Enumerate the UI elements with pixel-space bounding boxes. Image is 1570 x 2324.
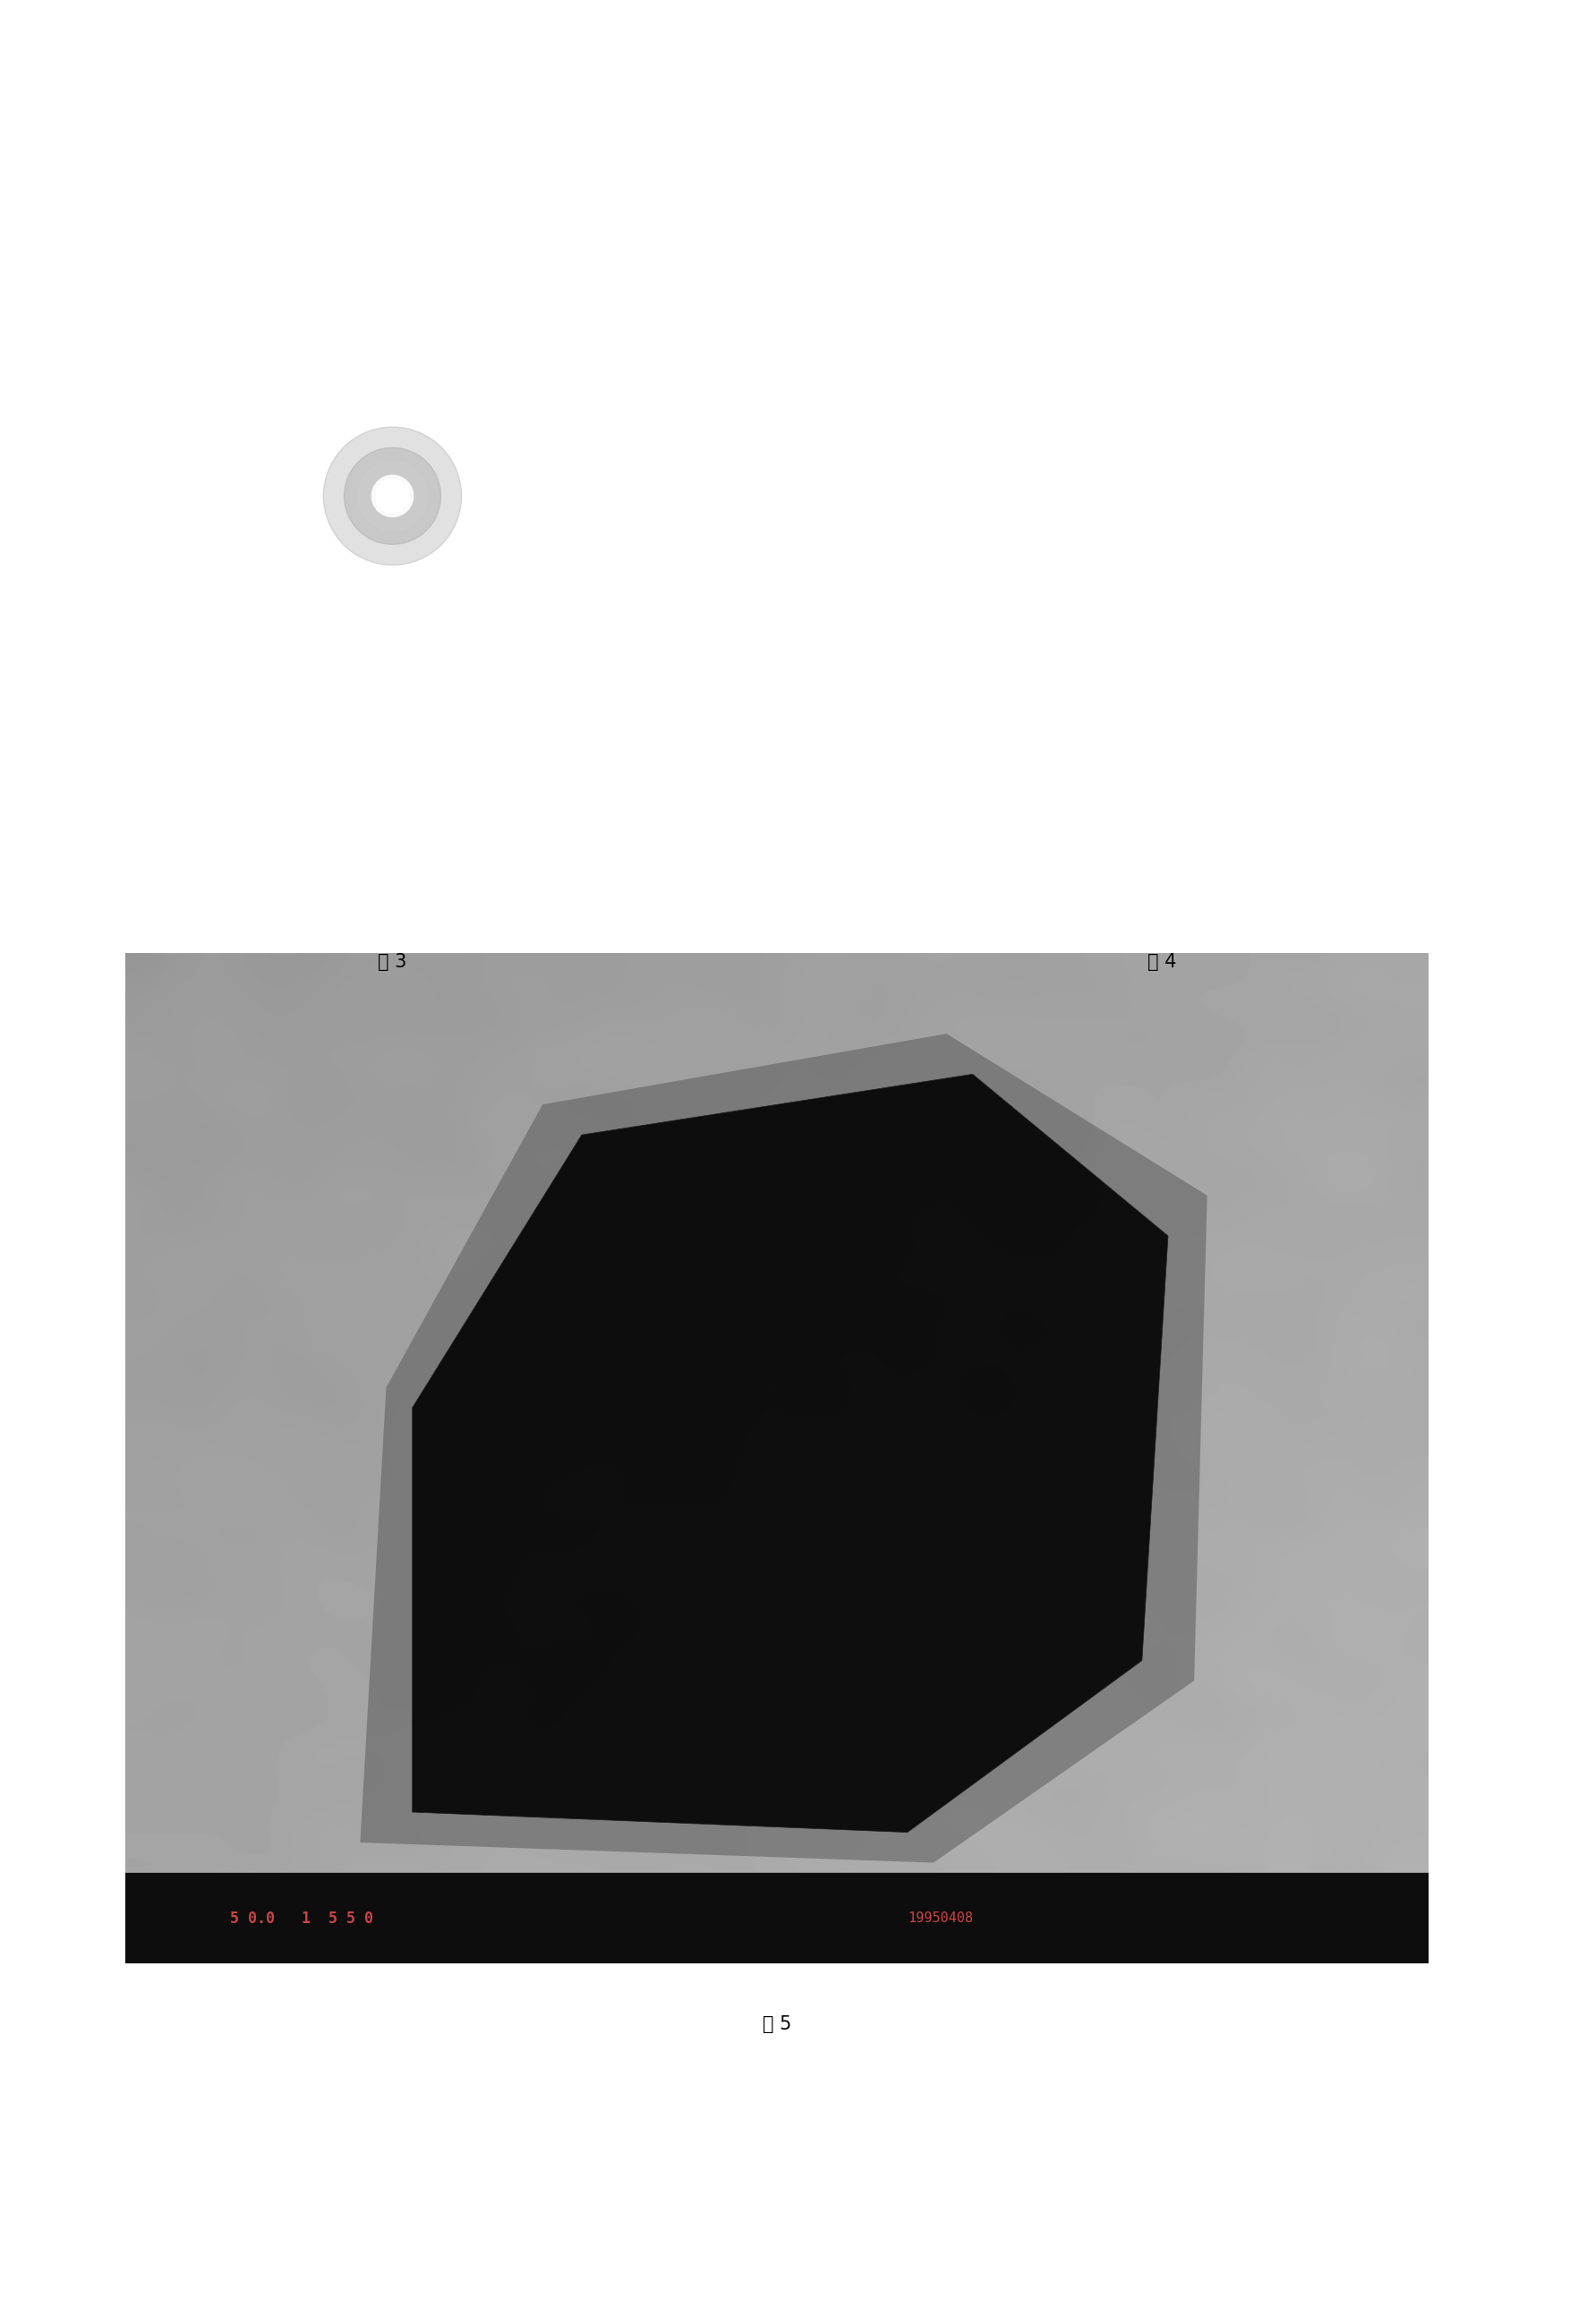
Circle shape bbox=[868, 167, 972, 272]
Circle shape bbox=[1041, 302, 1096, 358]
Circle shape bbox=[1013, 274, 1124, 386]
Circle shape bbox=[1273, 342, 1389, 458]
Circle shape bbox=[1024, 365, 1259, 600]
Circle shape bbox=[372, 476, 413, 516]
Circle shape bbox=[898, 198, 942, 242]
Circle shape bbox=[1214, 472, 1276, 535]
Text: (212): (212) bbox=[961, 293, 995, 304]
Circle shape bbox=[1220, 479, 1269, 528]
Bar bbox=[126, 1873, 1429, 1964]
Circle shape bbox=[885, 186, 955, 253]
Circle shape bbox=[323, 428, 462, 565]
Text: (211): (211) bbox=[259, 376, 331, 451]
Circle shape bbox=[1064, 407, 1217, 558]
Text: (10¯1): (10¯1) bbox=[1134, 528, 1176, 539]
Circle shape bbox=[1196, 456, 1294, 551]
Circle shape bbox=[903, 202, 937, 237]
Circle shape bbox=[375, 479, 410, 514]
Text: 图 4: 图 4 bbox=[1148, 953, 1176, 971]
Circle shape bbox=[928, 695, 967, 734]
Text: (200): (200) bbox=[176, 337, 276, 428]
Polygon shape bbox=[413, 1074, 1168, 1831]
Circle shape bbox=[966, 307, 1317, 658]
Circle shape bbox=[358, 462, 427, 530]
Circle shape bbox=[1306, 374, 1356, 425]
Text: 100KV  XL=0.8m: 100KV XL=0.8m bbox=[845, 783, 937, 795]
Circle shape bbox=[903, 667, 994, 760]
Circle shape bbox=[1082, 423, 1199, 541]
Text: (311): (311) bbox=[1203, 376, 1237, 388]
Text: 19950408: 19950408 bbox=[907, 1913, 973, 1924]
Text: (311): (311) bbox=[331, 544, 372, 609]
Text: 图 3: 图 3 bbox=[378, 953, 407, 971]
Text: (400): (400) bbox=[388, 576, 419, 651]
Text: 100KV  XL=0.4m: 100KV XL=0.4m bbox=[75, 783, 168, 795]
Polygon shape bbox=[360, 1034, 1207, 1864]
Text: (422): (422) bbox=[452, 600, 501, 697]
Circle shape bbox=[1292, 360, 1369, 437]
Text: 5 0.0   1  5 5 0: 5 0.0 1 5 5 0 bbox=[229, 1910, 374, 1927]
Circle shape bbox=[1311, 381, 1350, 418]
Circle shape bbox=[344, 449, 441, 544]
Circle shape bbox=[917, 683, 978, 744]
Circle shape bbox=[986, 246, 1151, 414]
Circle shape bbox=[1173, 430, 1317, 576]
Circle shape bbox=[933, 700, 962, 730]
Circle shape bbox=[1033, 295, 1104, 367]
Text: 图 5: 图 5 bbox=[763, 2015, 791, 2034]
